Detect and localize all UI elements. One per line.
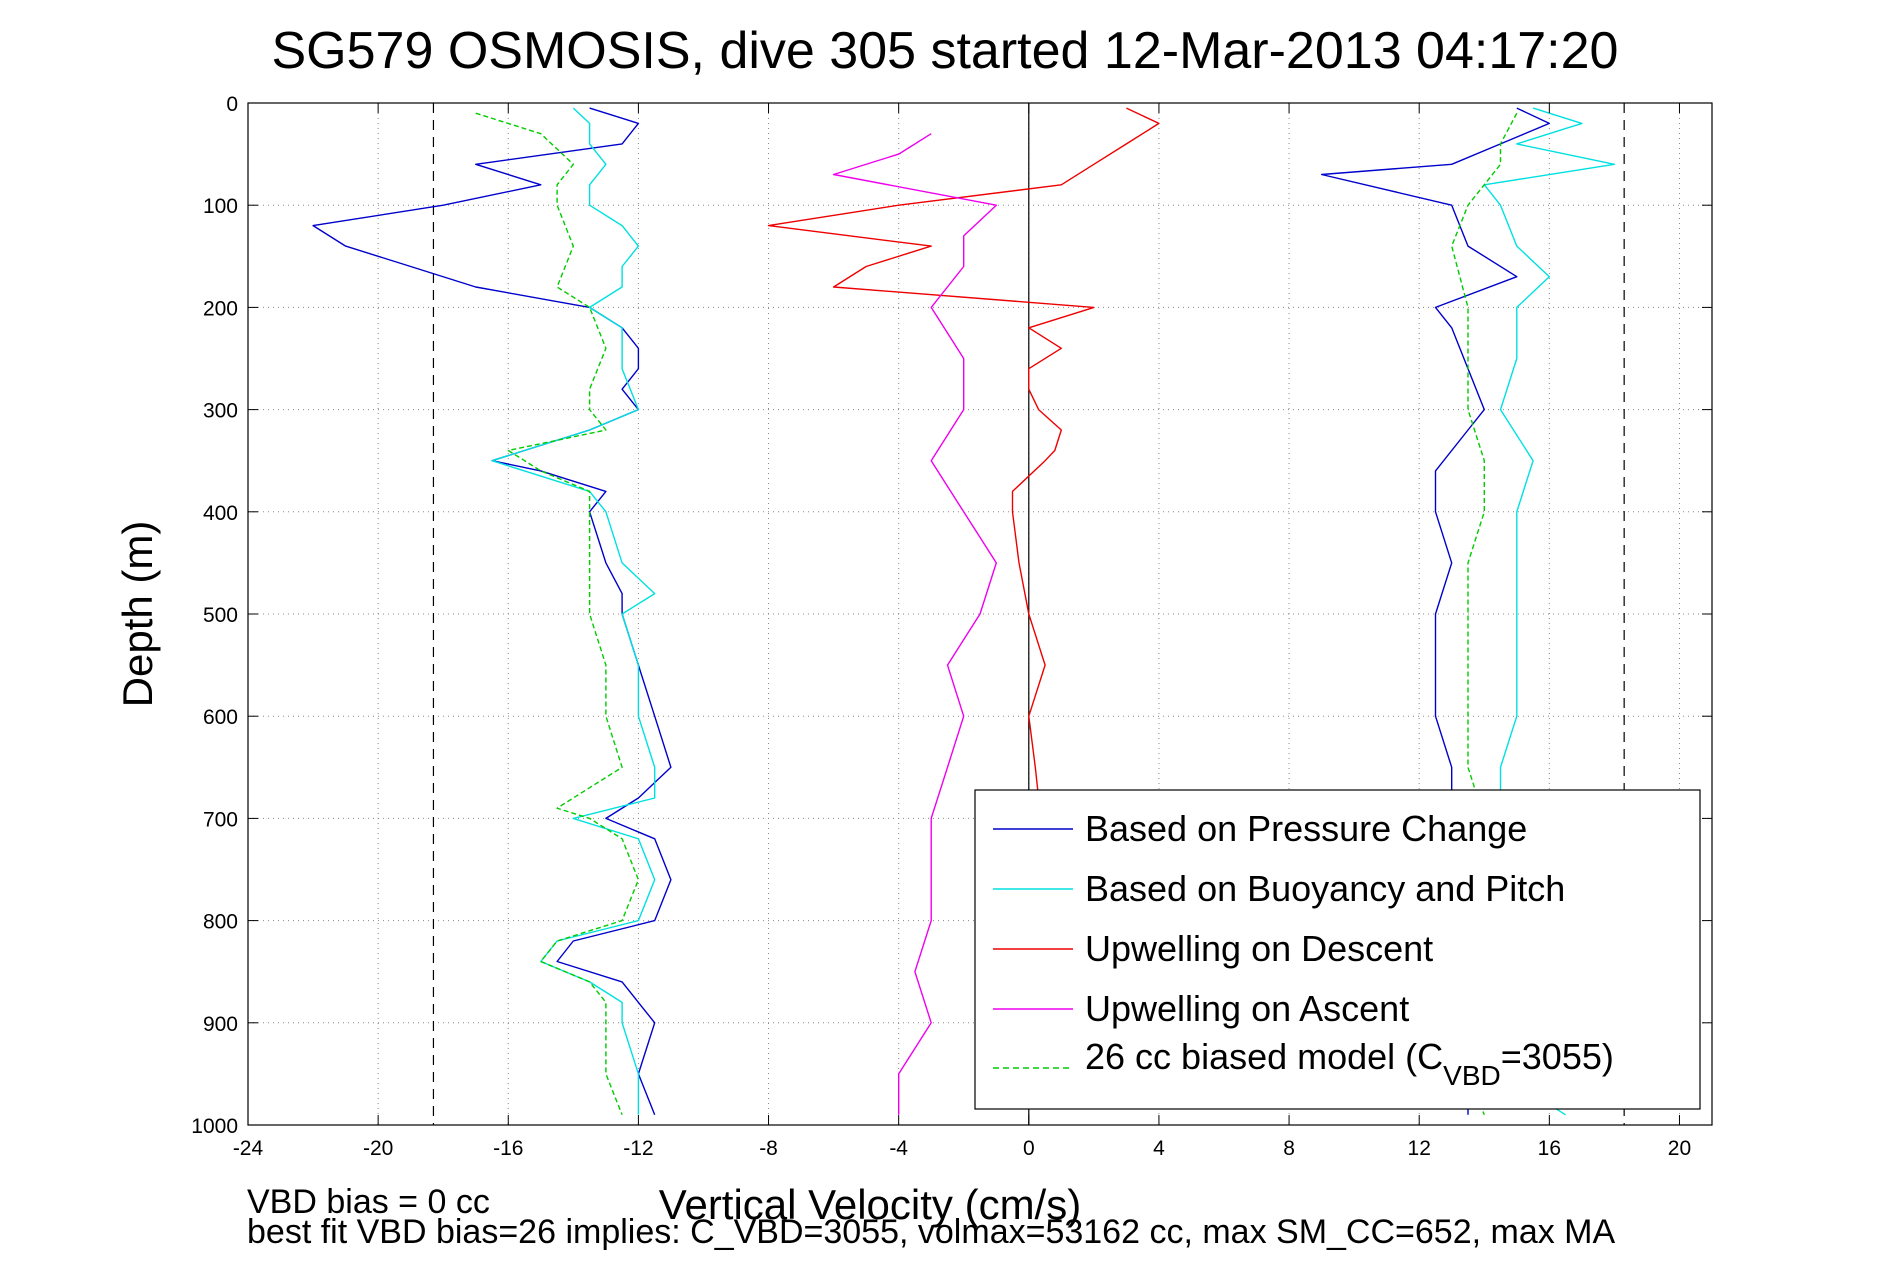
- series-line-1-0: [491, 107, 656, 1115]
- x-tick-label-3: -12: [623, 1137, 653, 1160]
- data-series: [312, 107, 1616, 1116]
- y-tick-label-0: 0: [226, 93, 238, 116]
- x-tick-label-4: -8: [759, 1137, 778, 1160]
- x-tick-label-6: 0: [1023, 1137, 1035, 1160]
- y-tick-label-2: 200: [203, 297, 238, 320]
- legend-model-subscript: VBD: [1443, 1060, 1501, 1091]
- y-tick-label-5: 500: [203, 604, 238, 627]
- x-tick-label-9: 12: [1408, 1137, 1431, 1160]
- series-line-0-0: [312, 107, 672, 1116]
- series-line-3-0: [832, 133, 997, 1115]
- legend-model-suffix: =3055): [1501, 1036, 1614, 1077]
- x-tick-label-7: 4: [1153, 1137, 1165, 1160]
- legend-label-2: Upwelling on Descent: [1085, 928, 1433, 969]
- y-tick-label-1: 100: [203, 195, 238, 218]
- series-line-4-1: [1450, 112, 1518, 1116]
- legend-label-3: Upwelling on Ascent: [1085, 988, 1409, 1029]
- y-tick-label-8: 800: [203, 911, 238, 934]
- x-tick-label-8: 8: [1283, 1137, 1295, 1160]
- y-tick-label-6: 600: [203, 706, 238, 729]
- legend-box: [974, 789, 1701, 1110]
- x-axis-label: Vertical Velocity (cm/s): [659, 1181, 1081, 1228]
- legend-label-model: 26 cc biased model (CVBD=3055): [1085, 1036, 1614, 1091]
- y-tick-label-3: 300: [203, 400, 238, 423]
- y-tick-label-10: 1000: [191, 1115, 238, 1138]
- x-tick-label-5: -4: [889, 1137, 908, 1160]
- x-tick-label-2: -16: [493, 1137, 523, 1160]
- x-tick-label-1: -20: [363, 1137, 393, 1160]
- y-axis-label: Depth (m): [114, 521, 161, 708]
- x-tick-label-0: -24: [233, 1137, 264, 1160]
- series-line-4-0: [475, 112, 640, 1116]
- legend-label-0: Based on Pressure Change: [1085, 808, 1527, 849]
- axis-ticks: -24 -20 -16 -12 -8 -4 0 4 8 12 16 20010020030040050…: [191, 93, 1712, 1160]
- footer-bias-text: VBD bias = 0 cc: [247, 1183, 490, 1221]
- x-tick-label-11: 20: [1668, 1137, 1691, 1160]
- footer-fit-text: best fit VBD bias=26 implies: C_VBD=3055…: [247, 1213, 1616, 1251]
- y-tick-label-9: 900: [203, 1013, 238, 1036]
- y-tick-label-4: 400: [203, 502, 238, 525]
- series-line-2-0: [767, 107, 1160, 799]
- x-tick-label-10: 16: [1538, 1137, 1561, 1160]
- legend-label-1: Based on Buoyancy and Pitch: [1085, 868, 1565, 909]
- legend: Based on Pressure Change Based on Buoyanc…: [974, 789, 1701, 1110]
- chart-title: SG579 OSMOSIS, dive 305 started 12-Mar-2…: [272, 22, 1619, 80]
- y-tick-label-7: 700: [203, 808, 238, 831]
- legend-model-prefix: 26 cc biased model (C: [1085, 1036, 1443, 1077]
